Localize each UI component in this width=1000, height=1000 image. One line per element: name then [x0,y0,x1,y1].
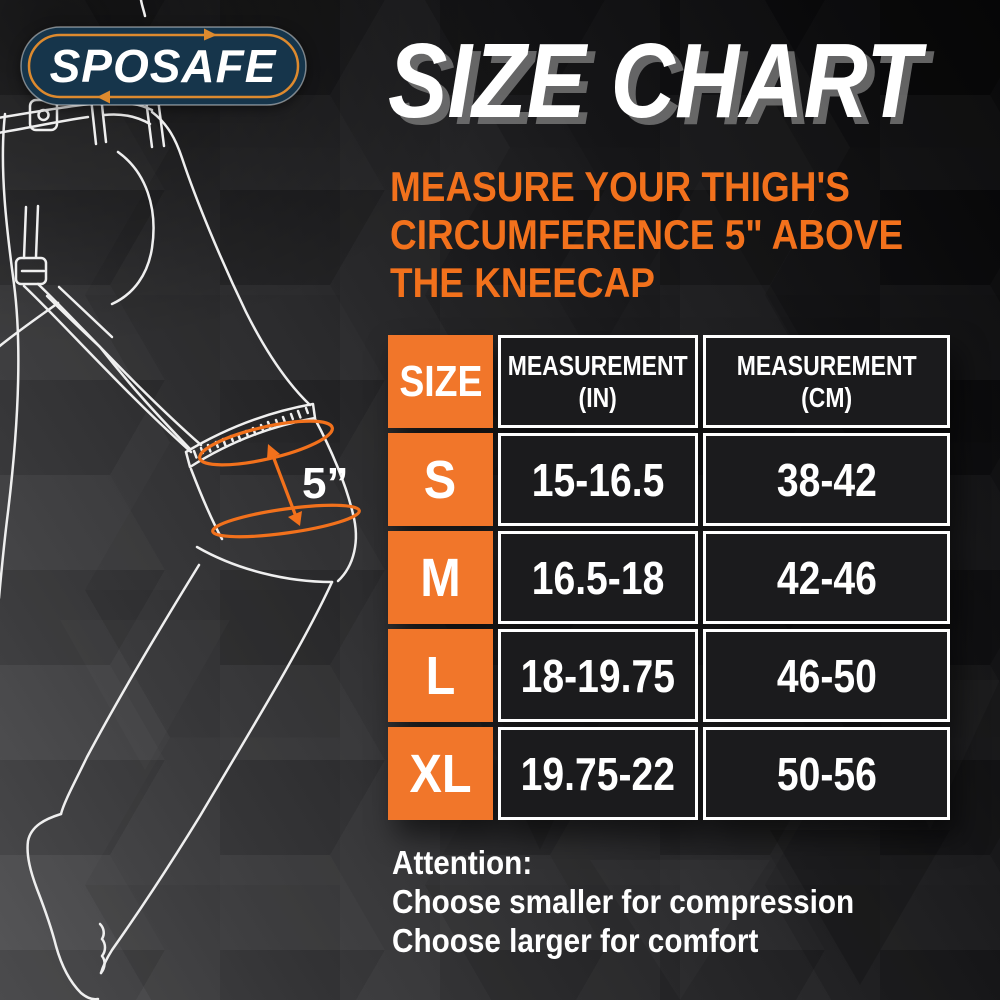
measurement-cm-cell-l: 46-50 [703,629,950,722]
measurement-cm-cell-s: 38-42 [703,433,950,526]
measurement-cm-cell-xl: 50-56 [703,727,950,820]
shin-front-line [59,563,201,816]
column-header-measurement-in: MEASUREMENT (IN) [498,335,698,428]
calf-back-line [99,580,334,975]
measurement-label: 5” [302,459,348,508]
attention-note: Attention: Choose smaller for compressio… [392,843,905,960]
logo-arrow-top-icon [204,28,217,41]
header-cm-line2: (CM) [800,381,852,413]
knee-back-curve [195,545,334,584]
bg-triangle [770,830,950,985]
instruction-text: MEASURE YOUR THIGH'S CIRCUMFERENCE 5" AB… [390,163,973,307]
logo-ring [27,33,300,99]
column-header-measurement-cm: MEASUREMENT (CM) [703,335,950,428]
belt-buckle-pin-icon [37,108,50,122]
pocket-curve [110,150,155,306]
waistband-bottom [0,113,152,134]
thigh-circumference-ellipse-upper [198,419,334,467]
shorts-hem [45,285,114,349]
size-cell-xl: XL [388,727,493,820]
sleeve-right-edge [313,417,355,516]
size-cell-l: L [388,629,493,722]
belt-loop-right [144,97,166,149]
instruction-line-1: MEASURE YOUR THIGH'S [390,163,850,210]
back-outline [0,112,20,599]
header-cm-line1: MEASUREMENT [736,349,917,381]
header-in-line2: (IN) [578,381,618,413]
measurement-in-cell-m: 16.5-18 [498,531,698,624]
brand-name: SPOSAFE [50,40,277,92]
ruler-band [184,402,317,469]
header-in-line1: MEASUREMENT [508,349,688,381]
measurement-in-cell-xl: 19.75-22 [498,727,698,820]
brand-logo: SPOSAFE [20,26,307,106]
measurement-arrow-down-icon [288,511,302,526]
measurement-in-cell-l: 18-19.75 [498,629,698,722]
size-table: SIZE MEASUREMENT (IN) MEASUREMENT (CM) S 1… [388,335,950,820]
toe-bumps [98,922,107,975]
strap-side [0,301,60,348]
thigh-front-line [98,345,192,451]
measurement-arrow-up-icon [267,444,280,459]
attention-heading: Attention: [392,844,533,881]
figure-line-above-logo [139,0,147,18]
page-title: SIZE CHART [388,22,921,140]
hip-outline [150,110,312,407]
measurement-in-cell-s: 15-16.5 [498,433,698,526]
column-header-size: SIZE [388,335,493,428]
thigh-circumference-ellipse-lower [211,503,361,539]
strap-slider-icon [14,256,48,286]
attention-line-2: Choose larger for comfort [392,922,759,959]
attention-line-1: Choose smaller for compression [392,883,855,920]
measurement-arrow-line [271,454,297,516]
instruction-line-2: CIRCUMFERENCE 5" ABOVE [390,211,904,258]
size-cell-s: S [388,433,493,526]
heel-foot-outline [26,812,100,1000]
leg-illustration: 5” [0,0,361,1000]
size-cell-m: M [388,531,493,624]
measurement-cm-cell-m: 42-46 [703,531,950,624]
instruction-line-3: THE KNEECAP [390,259,655,306]
logo-pill [20,26,307,106]
sleeve-left-edge [189,467,224,541]
ruler-ticks [192,406,310,459]
logo-arrow-bottom-icon [97,90,110,104]
hanging-strap [22,204,40,260]
knee-front [336,512,358,583]
